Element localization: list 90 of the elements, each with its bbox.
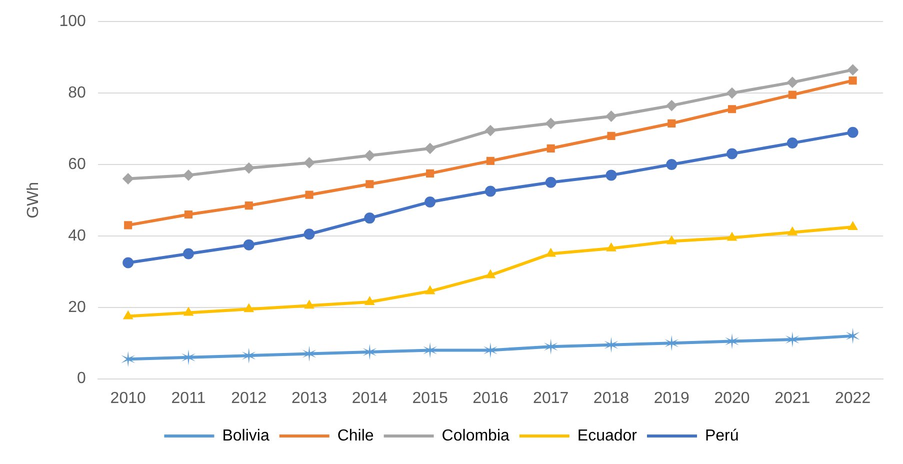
point [726,148,738,160]
point [727,232,737,241]
point [242,348,256,364]
legend-label: Chile [337,427,374,444]
y-tick-label: 40 [68,227,86,244]
point [607,132,616,140]
x-tick-label: 2020 [714,390,750,407]
point [847,126,858,138]
point [666,158,678,170]
point [726,88,738,99]
x-tick-label: 2010 [110,390,146,407]
x-tick-label: 2013 [291,390,328,407]
point [304,228,315,240]
x-tick-label: 2016 [472,390,508,407]
point [243,162,254,174]
point [848,221,858,230]
point [847,64,858,76]
point [425,286,435,294]
point [664,335,679,352]
point [364,296,374,305]
point [604,336,618,353]
point [124,221,132,230]
point [123,310,133,320]
point [244,304,254,312]
point [786,76,798,88]
point [364,150,376,162]
point [122,257,134,268]
point [666,236,676,244]
point [122,173,134,184]
point [304,300,314,309]
point [304,157,315,168]
x-tick-label: 2011 [171,390,206,407]
x-tick-label: 2018 [593,390,630,407]
point [424,196,436,208]
legend-label: Ecuador [577,427,638,444]
x-tick-label: 2022 [835,390,871,407]
point [725,333,739,350]
point [545,176,556,188]
x-tick-label: 2021 [774,390,810,407]
point [848,76,857,85]
legend-label: Perú [704,427,739,444]
point [544,338,558,355]
point [426,169,434,178]
point [243,239,254,250]
point [606,242,616,252]
point [486,156,494,165]
y-tick-label: 100 [59,13,86,30]
point [364,212,376,224]
legend-label: Bolivia [222,427,270,444]
point [121,351,136,368]
point [302,346,316,362]
point [184,210,193,219]
point [423,342,437,358]
point [606,170,617,181]
point [788,90,796,99]
x-tick-label: 2017 [533,390,569,407]
point [546,144,555,152]
point [546,248,556,257]
point [668,119,676,128]
point [846,328,860,344]
y-tick-label: 80 [68,84,86,102]
point [182,349,196,366]
point [484,342,498,358]
y-axis-title: GWh [25,182,42,218]
point [424,142,436,154]
point [788,226,798,236]
legend-label: Colombia [442,427,510,444]
point [366,180,374,188]
point [484,125,496,136]
y-tick-label: 20 [68,298,86,316]
x-tick-label: 2019 [654,390,690,407]
point [182,170,194,181]
x-tick-label: 2015 [412,390,448,407]
point [244,202,253,210]
y-tick-label: 0 [76,370,86,388]
point [666,100,678,112]
y-tick-label: 60 [68,156,86,173]
x-tick-label: 2012 [231,390,267,407]
point [305,190,314,199]
point [606,110,617,122]
point [486,270,496,278]
point [184,307,194,316]
point [362,344,377,360]
point [545,118,556,129]
point [182,248,194,260]
point [786,138,798,149]
point [728,105,736,114]
point [484,186,496,197]
x-tick-label: 2014 [352,390,388,407]
point [785,332,800,348]
